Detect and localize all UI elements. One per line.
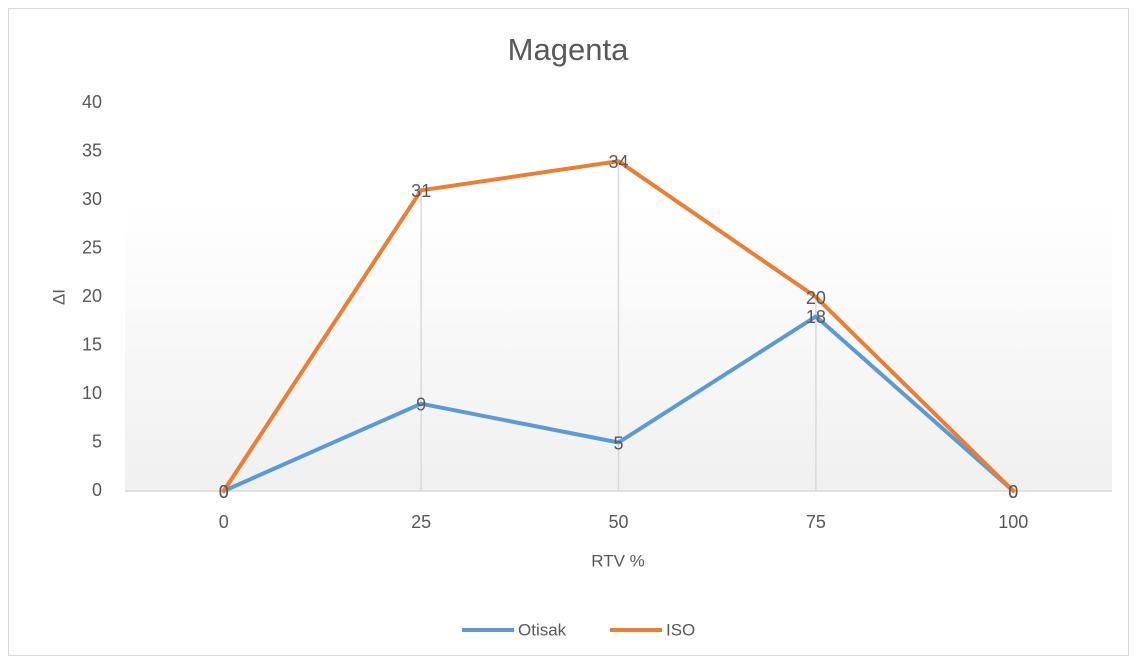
y-tick-label: 25 bbox=[82, 237, 102, 257]
data-label: 0 bbox=[1008, 482, 1018, 502]
data-label: 31 bbox=[411, 181, 431, 201]
series-line bbox=[221, 159, 1016, 493]
y-tick-label: 20 bbox=[82, 286, 102, 306]
data-label: 18 bbox=[806, 307, 826, 327]
data-label: 0 bbox=[1008, 482, 1018, 502]
x-tick-label: 50 bbox=[608, 512, 628, 532]
series-line bbox=[221, 314, 1016, 493]
legend-label: Otisak bbox=[518, 620, 567, 639]
x-tick-label: 25 bbox=[411, 512, 431, 532]
data-label: 0 bbox=[219, 482, 229, 502]
chart-title: Magenta bbox=[508, 32, 629, 67]
data-label: 0 bbox=[219, 482, 229, 502]
y-tick-label: 5 bbox=[92, 431, 102, 451]
x-tick-label: 100 bbox=[998, 512, 1028, 532]
y-tick-label: 30 bbox=[82, 189, 102, 209]
data-label: 5 bbox=[613, 433, 623, 453]
y-tick-label: 40 bbox=[82, 92, 102, 112]
data-label: 20 bbox=[806, 288, 826, 308]
x-axis-label: RTV % bbox=[591, 551, 645, 570]
y-tick-label: 0 bbox=[92, 480, 102, 500]
x-tick-label: 75 bbox=[806, 512, 826, 532]
x-tick-label: 0 bbox=[219, 512, 229, 532]
y-axis-label: ΔI bbox=[49, 289, 68, 305]
data-label: 34 bbox=[608, 152, 628, 172]
data-label: 9 bbox=[416, 394, 426, 414]
y-tick-label: 15 bbox=[82, 334, 102, 354]
y-tick-label: 10 bbox=[82, 383, 102, 403]
y-tick-label: 35 bbox=[82, 140, 102, 160]
legend-label: ISO bbox=[666, 620, 695, 639]
